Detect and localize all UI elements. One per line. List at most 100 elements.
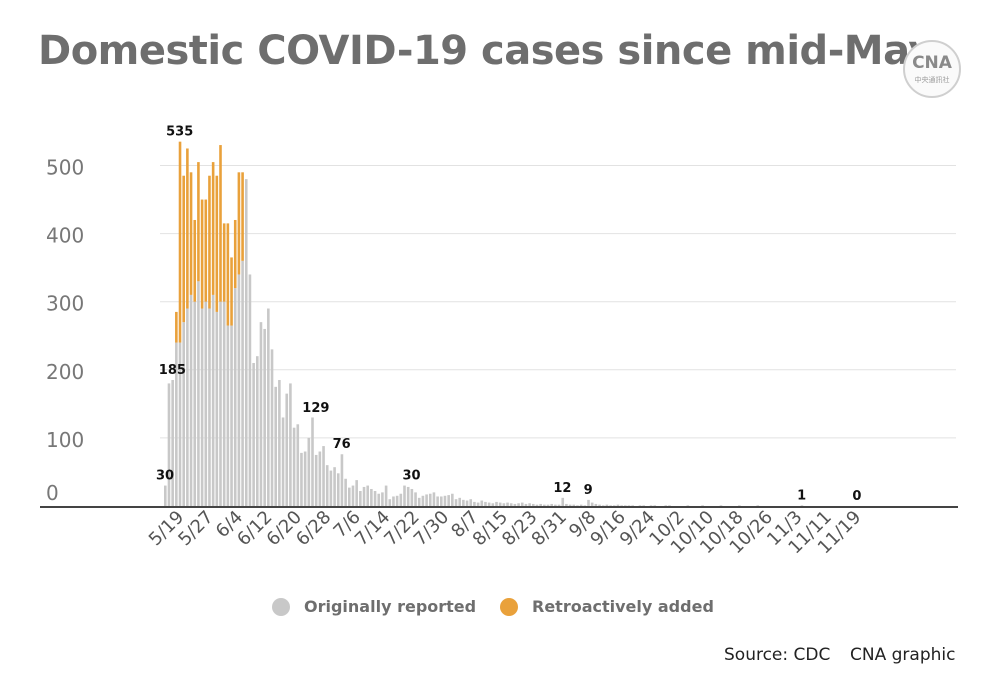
- bar-original: [686, 505, 690, 506]
- bar-original: [215, 311, 219, 506]
- bar-original: [583, 505, 587, 506]
- bar-original: [300, 452, 303, 506]
- bar-original: [263, 328, 266, 506]
- bar-original: [289, 383, 292, 506]
- bar-retro: [215, 175, 219, 312]
- bar-original: [576, 505, 579, 506]
- legend-item-retro: Retroactively added: [500, 597, 714, 616]
- bar-original: [175, 342, 178, 506]
- bar-retro: [189, 172, 193, 295]
- bar-original: [366, 485, 369, 506]
- bar-original: [200, 308, 204, 506]
- x-tick-label: 6/28: [292, 507, 335, 550]
- bar-original: [509, 503, 513, 506]
- bar-original: [561, 497, 565, 506]
- bar-original: [609, 505, 612, 506]
- bar-original: [303, 451, 307, 506]
- bar-original: [222, 301, 226, 506]
- data-label: 30: [156, 469, 174, 484]
- bar-original: [458, 497, 461, 506]
- bar-original: [333, 467, 336, 506]
- bar-original: [451, 493, 454, 506]
- bar-original: [598, 504, 601, 506]
- bar-original: [517, 503, 520, 506]
- bar-original: [359, 491, 362, 506]
- bar-retro: [175, 311, 178, 343]
- bar-retro: [230, 257, 233, 326]
- cna-logo-subtitle: 中央通訊社: [914, 76, 950, 84]
- bar-original: [495, 501, 498, 506]
- bar-original: [616, 504, 620, 506]
- bar-original: [502, 503, 506, 506]
- bar-retro: [197, 162, 200, 282]
- bar-retro: [211, 162, 215, 295]
- y-tick-label-500: 500: [46, 156, 84, 180]
- bar-original: [164, 485, 167, 506]
- bar-original: [800, 505, 804, 506]
- bar-original: [462, 499, 465, 506]
- bar-original: [355, 480, 358, 506]
- bar-original: [189, 294, 193, 506]
- y-tick-label-0: 0: [46, 481, 59, 505]
- bar-original: [314, 454, 318, 506]
- bar-original: [425, 494, 428, 506]
- bar-original: [428, 493, 432, 506]
- bar-original: [233, 288, 237, 506]
- bar-original: [631, 505, 634, 506]
- bar-original: [211, 294, 215, 506]
- bar-retro: [178, 141, 182, 343]
- bar-original: [465, 500, 469, 506]
- bar-original: [638, 505, 642, 506]
- data-label: 9: [584, 483, 593, 498]
- bar-original: [410, 488, 414, 506]
- y-tick-label-200: 200: [46, 360, 84, 384]
- legend-dot-original: [272, 597, 290, 616]
- bar-original: [642, 505, 645, 506]
- bar-original: [469, 499, 473, 506]
- bar-original: [325, 465, 329, 506]
- bar-original: [259, 322, 263, 506]
- bar-original: [653, 505, 657, 506]
- bar-original: [539, 503, 542, 506]
- bar-original: [388, 499, 392, 506]
- bar-original: [532, 503, 535, 506]
- bar-original: [311, 417, 314, 506]
- bar-original: [285, 393, 289, 506]
- bar-original: [550, 503, 553, 506]
- bar-original: [506, 502, 509, 506]
- bar-retro: [204, 199, 208, 302]
- data-label: 535: [166, 125, 193, 140]
- bar-original: [256, 356, 259, 506]
- bar-original: [473, 501, 476, 506]
- bar-original: [513, 503, 517, 506]
- data-label: 0: [852, 489, 861, 504]
- bar-original: [487, 502, 491, 506]
- bar-original: [565, 503, 568, 506]
- legend-label-retro: Retroactively added: [532, 597, 714, 616]
- y-tick-label-400: 400: [46, 224, 84, 248]
- bar-original: [579, 504, 583, 506]
- bar-original: [336, 473, 340, 506]
- bar-original: [296, 424, 300, 506]
- bar-original: [377, 493, 381, 506]
- bar-retro: [193, 219, 197, 302]
- bar-original: [281, 417, 285, 506]
- bar-original: [381, 492, 384, 506]
- bar-original: [237, 274, 241, 506]
- bar-original: [620, 505, 623, 506]
- bar-original: [329, 470, 333, 506]
- data-label: 129: [302, 401, 329, 416]
- bar-original: [208, 308, 211, 506]
- bar-original: [756, 505, 760, 506]
- bar-original: [226, 325, 230, 506]
- x-axis-labels: 5/195/276/46/126/206/287/67/147/227/308/…: [145, 507, 866, 559]
- bar-original: [362, 486, 366, 506]
- bar-original: [274, 386, 277, 506]
- bar-original: [219, 301, 222, 506]
- bar-original: [649, 505, 653, 506]
- bar-retro: [226, 223, 230, 326]
- bar-retro: [233, 219, 237, 289]
- bar-original: [524, 503, 528, 506]
- bar-original: [557, 504, 561, 506]
- bar-original: [554, 504, 557, 506]
